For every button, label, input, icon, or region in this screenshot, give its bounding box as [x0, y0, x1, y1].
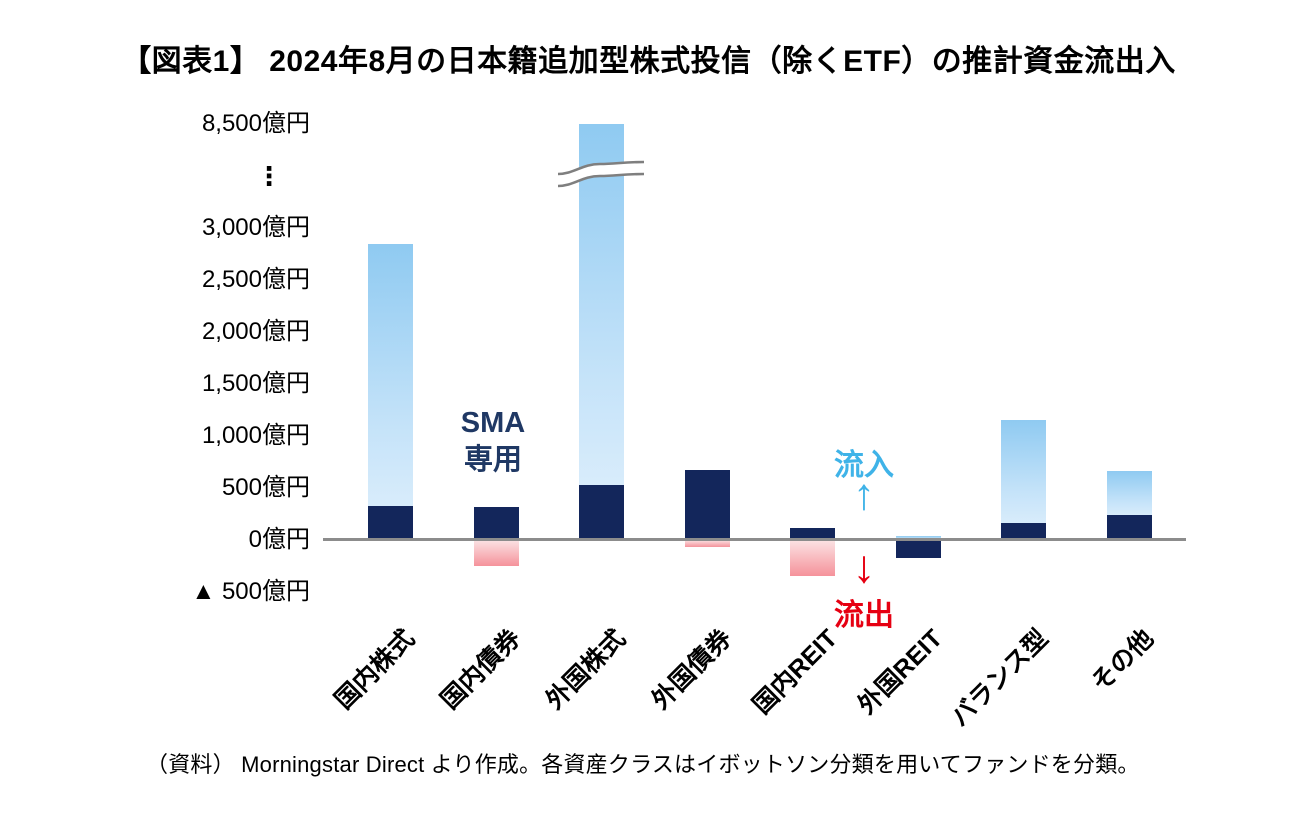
bar-segment-blue: [1001, 420, 1046, 524]
y-axis: 8,500億円 ⋮ 3,000億円 2,500億円 2,000億円 1,500億円 1,00…: [90, 0, 310, 700]
bar-segment-blue: [895, 535, 941, 540]
bar-segment-navy: [895, 540, 941, 558]
y-tick-label: 1,500億円: [201, 370, 310, 397]
sma-annotation-line1: SMA: [460, 407, 526, 439]
bar-segment-navy: [684, 470, 730, 540]
x-category-label: バランス型: [945, 624, 1054, 733]
x-category-label: その他: [1086, 624, 1160, 698]
bar-segment-pink: [473, 540, 519, 566]
x-category-label: 国内REIT: [747, 624, 843, 720]
x-category-label: 外国債券: [646, 624, 738, 715]
axis-break-icon: [558, 160, 644, 188]
inflow-arrow-icon: ↑: [853, 470, 875, 519]
bar-segment-navy: [790, 527, 835, 540]
bar-segment-blue: [579, 124, 624, 485]
bar-segment-blue: [1106, 471, 1152, 516]
bar-segment-pink: [790, 540, 835, 577]
x-category-label: 国内債券: [435, 624, 527, 715]
y-tick-label: 2,500億円: [201, 266, 310, 293]
y-tick-label: 0億円: [248, 526, 310, 553]
y-tick-label: 2,000億円: [201, 318, 310, 345]
outflow-arrow-icon: ↓: [852, 540, 876, 592]
chart-title: 【図表1】 2024年8月の日本籍追加型株式投信（除くETF）の推計資金流出入: [121, 45, 1176, 78]
bar-segment-navy: [579, 484, 624, 540]
bar-segment-pink: [684, 540, 730, 548]
x-category-label: 国内株式: [330, 624, 421, 715]
y-tick-label: 500億円: [221, 474, 310, 501]
y-tick-label: 1,000億円: [201, 422, 310, 449]
bar-segment-blue: [368, 243, 413, 506]
outflow-label: 流出: [834, 599, 894, 632]
y-tick-label: 8,500億円: [201, 110, 310, 137]
bar-segment-navy: [368, 505, 413, 540]
zero-baseline: [323, 538, 1186, 541]
sma-annotation: SMA 専用: [448, 405, 538, 479]
bar-segment-navy: [1001, 523, 1046, 540]
y-axis-break-ellipsis: ⋮: [256, 161, 282, 191]
sma-annotation-line2: 専用: [463, 444, 522, 476]
source-note: （資料） Morningstar Direct より作成。各資産クラスはイボット…: [146, 752, 1140, 777]
y-tick-label: 3,000億円: [201, 214, 310, 241]
x-category-label: 外国REIT: [852, 624, 949, 720]
inflow-label: 流入: [834, 449, 894, 482]
bar-segment-navy: [1106, 515, 1152, 540]
x-category-label: 外国株式: [541, 624, 632, 715]
bar-segment-navy: [473, 506, 519, 540]
y-tick-label: ▲ 500億円: [191, 578, 310, 605]
